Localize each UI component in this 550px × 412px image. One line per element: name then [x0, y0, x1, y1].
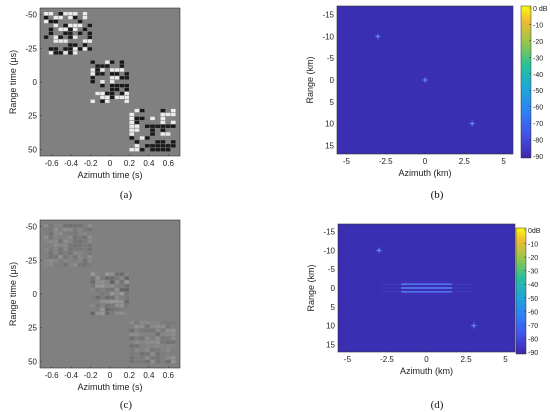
- y-tick-label: -10: [322, 32, 334, 41]
- y-tick-label: 10: [326, 322, 335, 331]
- y-tick-label: -50: [25, 223, 37, 232]
- colorbar-tick-label: -70: [533, 121, 543, 128]
- x-tick-label: 2.5: [459, 157, 471, 166]
- x-tick-label: 0: [108, 159, 113, 168]
- x-tick-label: -2.5: [379, 157, 393, 166]
- y-tick-label: -50: [25, 11, 37, 20]
- x-tick-label: 5: [501, 157, 506, 166]
- y-axis-label: Range (km): [306, 264, 316, 311]
- colorbar-tick-label: -10: [533, 22, 543, 29]
- colorbar-tick-label: -10: [528, 242, 538, 249]
- plot-content: [43, 224, 176, 364]
- y-tick-label: 0: [33, 290, 38, 299]
- x-tick-label: -0.6: [45, 159, 59, 168]
- y-tick-label: 15: [325, 141, 334, 150]
- x-tick-label: 0.2: [124, 371, 136, 380]
- x-tick-label: 5: [503, 355, 508, 364]
- y-tick-label: -25: [25, 256, 37, 265]
- colorbar-tick-label: -20: [528, 255, 538, 262]
- echo-block: [129, 108, 176, 152]
- y-tick-label: 15: [326, 340, 335, 349]
- plot-content: [43, 12, 176, 152]
- y-tick-label: -15: [322, 11, 334, 20]
- y-axis-label: Range (km): [305, 56, 315, 103]
- x-axis-label: Azimuth time (s): [77, 170, 142, 180]
- colorbar-tick-label: -90: [533, 154, 543, 161]
- colorbar-tick-label: -60: [533, 105, 543, 112]
- x-tick-label: 0: [424, 355, 429, 364]
- colorbar-tick-label: -20: [533, 39, 543, 46]
- colorbar-tick-label: -60: [528, 309, 538, 316]
- panel-caption: (c): [120, 399, 133, 411]
- colorbar-tick-label: -40: [533, 72, 543, 79]
- colorbar-tick-label: -70: [528, 323, 538, 330]
- y-tick-label: 25: [28, 112, 37, 121]
- colorbar-tick-label: -50: [528, 296, 538, 303]
- y-tick-label: 50: [28, 357, 37, 366]
- y-tick-label: 0: [33, 78, 38, 87]
- colorbar-tick-label: -50: [533, 88, 543, 95]
- colorbar-tick-label: -80: [528, 336, 538, 343]
- x-tick-label: 0: [423, 157, 428, 166]
- x-tick-label: -0.2: [84, 371, 98, 380]
- panel-caption: (d): [431, 399, 444, 411]
- x-tick-label: 0.2: [124, 159, 136, 168]
- y-axis-label: Range time (μs): [8, 50, 18, 114]
- panel-caption: (b): [431, 189, 444, 201]
- x-axis-label: Azimuth time (s): [77, 382, 142, 392]
- y-tick-label: 0: [330, 76, 335, 85]
- x-tick-label: -2.5: [380, 355, 394, 364]
- x-tick-label: 0.4: [143, 371, 155, 380]
- x-tick-label: -0.6: [45, 371, 59, 380]
- y-tick-label: 5: [330, 98, 335, 107]
- y-axis-label: Range time (μs): [8, 262, 18, 326]
- y-tick-label: 0: [331, 284, 336, 293]
- echo-block: [43, 224, 93, 267]
- colorbar: 0 dB -10 -20 -30 -40 -50 -60 -70 -80 -90: [520, 5, 548, 161]
- x-tick-label: 0.4: [143, 159, 155, 168]
- x-tick-label: -0.2: [84, 159, 98, 168]
- x-axis-label: Azimuth (km): [400, 366, 453, 376]
- y-tick-label: -10: [323, 246, 335, 255]
- y-tick-label: 10: [325, 120, 334, 129]
- echo-block: [43, 12, 93, 55]
- colorbar-tick-label: -40: [528, 282, 538, 289]
- x-tick-label: 0.6: [163, 371, 175, 380]
- colorbar: 0dB -10 -20 -30 -40 -50 -60 -70 -80 -90: [515, 227, 541, 357]
- x-tick-label: 2.5: [460, 355, 472, 364]
- echo-block: [90, 60, 129, 103]
- colorbar-tick-label: -30: [533, 55, 543, 62]
- panel-caption: (a): [120, 189, 133, 201]
- plot-content: [374, 33, 476, 127]
- x-tick-label: -0.4: [64, 371, 78, 380]
- colorbar-tick-label: -90: [528, 350, 538, 357]
- colorbar-tick-label: -30: [528, 269, 538, 276]
- y-tick-label: 50: [28, 145, 37, 154]
- colorbar-tick-label: 0dB: [528, 228, 541, 235]
- y-tick-label: -15: [323, 228, 335, 237]
- x-tick-label: -5: [343, 157, 351, 166]
- colorbar-tick-label: 0 dB: [533, 6, 548, 13]
- colorbar-tick-label: -80: [533, 138, 543, 145]
- y-tick-label: -5: [327, 54, 335, 63]
- x-tick-label: 0.6: [163, 159, 175, 168]
- y-tick-label: 5: [331, 303, 336, 312]
- panel-a: -0.6 -0.4 -0.2 0 0.2 0.4 0.6 -50 -25 0 25 50 Azimuth…: [8, 7, 181, 201]
- x-tick-label: 0: [108, 371, 113, 380]
- x-tick-label: -0.4: [64, 159, 78, 168]
- y-tick-label: -5: [328, 265, 336, 274]
- echo-block: [129, 320, 176, 364]
- x-axis-label: Azimuth (km): [398, 168, 451, 178]
- panel-c: -0.6 -0.4 -0.2 0 0.2 0.4 0.6 -50 -25 0 25 50 Azimuth…: [8, 219, 181, 411]
- y-tick-label: -25: [25, 44, 37, 53]
- y-tick-label: 25: [28, 324, 37, 333]
- x-tick-label: -5: [344, 355, 352, 364]
- plot-content: [376, 247, 477, 329]
- echo-block: [90, 272, 129, 315]
